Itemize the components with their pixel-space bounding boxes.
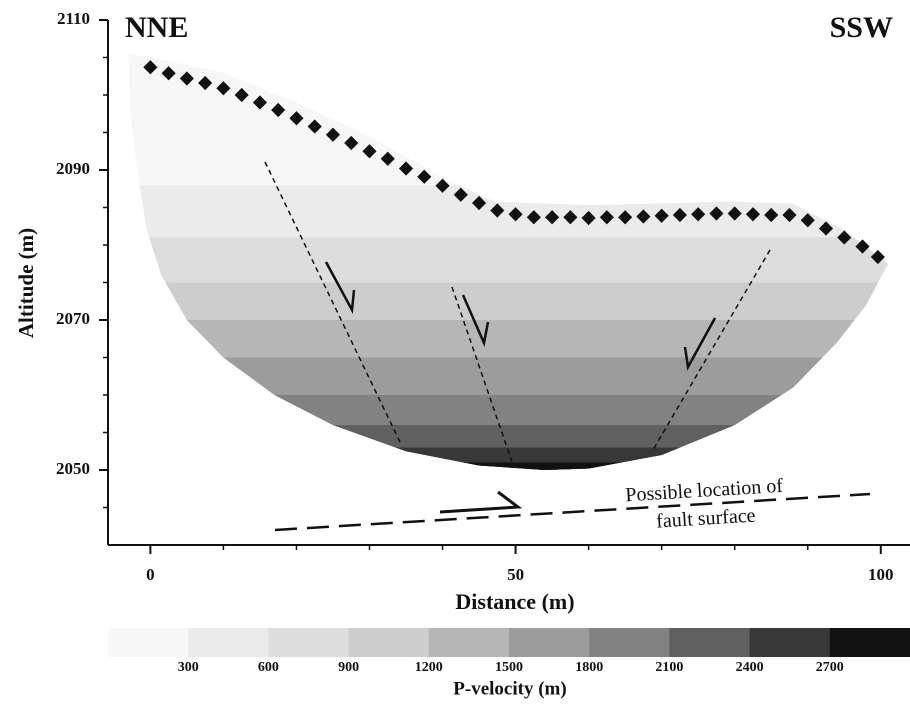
left-label: NNE <box>125 11 188 44</box>
y-tick-label: 2090 <box>56 159 90 178</box>
fault-arrow <box>324 261 356 315</box>
fault-surface-arrow <box>439 490 523 514</box>
sensor <box>435 178 450 193</box>
sensor <box>545 210 560 225</box>
colorbar-tick-label: 1800 <box>575 660 603 675</box>
colorbar-swatch <box>589 628 670 657</box>
fault-arrow <box>683 317 717 371</box>
colorbar-tick-label: 1500 <box>495 660 523 675</box>
sensor <box>453 187 468 202</box>
velocity-band <box>128 462 889 470</box>
colorbar-tick-label: 300 <box>178 660 199 675</box>
faults <box>264 161 871 532</box>
colorbar-tick-label: 600 <box>258 660 279 675</box>
colorbar-swatch <box>669 628 751 657</box>
sensor <box>691 207 706 222</box>
y-axis-label: Altitude (m) <box>14 228 38 338</box>
sensor <box>417 169 432 184</box>
sensor <box>325 127 341 142</box>
sensor <box>398 161 414 176</box>
sensor <box>271 102 286 118</box>
sensor <box>727 206 742 221</box>
sensor <box>307 119 322 134</box>
tomogram <box>128 53 889 470</box>
colorbar-swatch <box>829 628 910 657</box>
y-tick-label: 2110 <box>57 9 90 28</box>
colorbar-swatch <box>749 628 831 657</box>
sensor <box>837 230 852 245</box>
colorbar-swatch <box>268 628 350 657</box>
velocity-band <box>128 395 889 470</box>
sensor <box>818 221 834 236</box>
fault-line <box>264 161 401 443</box>
velocity-band <box>128 425 889 470</box>
colorbar-swatch <box>188 628 269 657</box>
sensor <box>709 206 724 221</box>
colorbar-swatch <box>108 628 189 657</box>
fault-arrow <box>461 294 490 348</box>
velocity-band <box>128 447 889 470</box>
y-tick-label: 2070 <box>56 309 90 328</box>
x-tick-label: 100 <box>868 565 894 584</box>
annotation-line: fault surface <box>656 505 757 533</box>
sensor <box>654 208 669 223</box>
x-axis-label: Distance (m) <box>455 589 574 614</box>
sensor <box>490 203 505 218</box>
colorbar-swatch <box>428 628 510 657</box>
sensor <box>764 207 779 223</box>
sensor <box>471 195 487 211</box>
y-tick-label: 2050 <box>56 459 90 478</box>
right-label: SSW <box>830 11 893 44</box>
x-tick-label: 50 <box>507 565 524 584</box>
sensor <box>870 249 885 265</box>
colorbar-tick-label: 2100 <box>655 660 683 675</box>
sensor <box>599 210 614 225</box>
sensor <box>745 207 761 222</box>
colorbar-swatch <box>348 628 430 657</box>
colorbar-tick-label: 2700 <box>816 660 844 675</box>
colorbar-tick-label: 2400 <box>736 660 764 675</box>
x-tick-label: 0 <box>146 565 155 584</box>
fault-line <box>652 249 771 451</box>
sensor <box>563 210 578 225</box>
annotation: Possible location of fault surface <box>625 475 784 533</box>
sensor <box>800 213 815 228</box>
sensor <box>855 239 870 254</box>
sensor <box>344 135 359 151</box>
sensor <box>526 210 541 225</box>
sensor <box>289 111 304 126</box>
colorbar-tick-label: 900 <box>338 660 359 675</box>
sensor <box>782 207 797 223</box>
sensor <box>362 144 377 159</box>
colorbar-tick-label: 1200 <box>415 660 443 675</box>
sensor <box>618 210 633 225</box>
sensor <box>581 210 596 226</box>
sensor <box>672 207 687 223</box>
fault-line <box>451 286 514 466</box>
fault-surface-line <box>274 492 871 532</box>
colorbar-swatch <box>509 628 590 657</box>
colorbar-label: P-velocity (m) <box>453 678 566 699</box>
sensor <box>380 151 395 166</box>
sensor <box>636 209 651 224</box>
